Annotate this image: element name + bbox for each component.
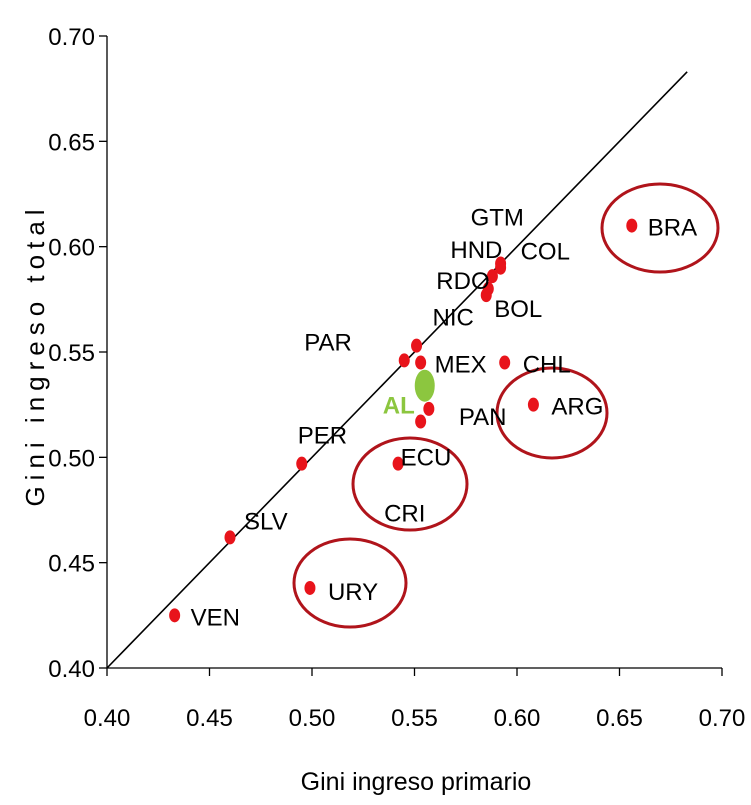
point-label-ecu: ECU: [401, 445, 452, 472]
point-label-arg: ARG: [551, 394, 603, 421]
data-point-nic: [411, 338, 423, 353]
y-tick-label: 0.45: [48, 551, 95, 578]
point-label-hnd: HND: [450, 237, 502, 264]
highlight-circle-bra: [600, 182, 720, 274]
point-label-col: COL: [521, 239, 570, 266]
y-ticks: 0.40 0.45 0.50 0.55 0.60 0.65 0.70: [48, 24, 107, 683]
point-label-par: PAR: [304, 329, 352, 356]
data-points: [169, 218, 638, 623]
y-axis-title: Gini ingreso total: [20, 203, 50, 506]
highlight-circle-ury: [292, 537, 408, 629]
data-point-chl: [499, 355, 511, 370]
point-label-ury: URY: [328, 579, 378, 606]
point-label-bra: BRA: [648, 215, 697, 242]
data-point-slv: [224, 530, 236, 545]
highlight-circles: [292, 182, 720, 629]
x-axis-title: Gini ingreso primario: [301, 768, 532, 796]
x-tick-label: 0.65: [596, 705, 643, 732]
data-point-cri: [392, 456, 404, 471]
data-point-ury: [304, 580, 316, 595]
point-label-al: AL: [383, 393, 415, 420]
data-point-arg: [527, 397, 539, 412]
point-label-mex: MEX: [435, 352, 487, 379]
data-point-ecu: [415, 414, 427, 429]
y-tick-label: 0.70: [48, 24, 95, 51]
highlight-circle-arg: [495, 366, 609, 460]
data-point-par: [398, 353, 410, 368]
data-point-bol: [480, 288, 492, 303]
y-tick-label: 0.65: [48, 129, 95, 156]
point-label-chl: CHL: [523, 352, 571, 379]
x-tick-label: 0.60: [494, 705, 541, 732]
data-point-mex: [415, 355, 427, 370]
x-tick-label: 0.55: [391, 705, 438, 732]
reference-line: [106, 71, 688, 669]
y-tick-label: 0.55: [48, 340, 95, 367]
data-point-al: [414, 369, 435, 402]
x-tick-label: 0.50: [289, 705, 336, 732]
point-label-bol: BOL: [494, 296, 542, 323]
point-label-cri: CRI: [384, 501, 425, 528]
data-point-ven: [169, 608, 181, 623]
point-label-per: PER: [298, 423, 347, 450]
x-tick-label: 0.70: [699, 705, 746, 732]
data-point-bra: [626, 218, 638, 233]
point-label-slv: SLV: [244, 508, 288, 535]
point-label-pan: PAN: [459, 404, 507, 431]
x-tick-label: 0.45: [186, 705, 233, 732]
point-label-gtm: GTM: [471, 205, 524, 232]
highlight-circle-cri: [351, 436, 469, 532]
y-tick-label: 0.60: [48, 235, 95, 262]
point-label-rdo: RDO: [436, 268, 489, 295]
y-tick-label: 0.40: [48, 656, 95, 683]
point-label-ven: VEN: [191, 604, 240, 631]
data-point-pan: [423, 401, 435, 416]
data-point-per: [296, 456, 308, 471]
data-point-hnd: [486, 269, 498, 284]
x-ticks: 0.40 0.45 0.50 0.55 0.60 0.65 0.70: [84, 668, 746, 732]
x-tick-label: 0.40: [84, 705, 131, 732]
y-tick-label: 0.50: [48, 445, 95, 472]
point-label-nic: NIC: [433, 305, 474, 332]
data-point-col: [495, 260, 507, 275]
